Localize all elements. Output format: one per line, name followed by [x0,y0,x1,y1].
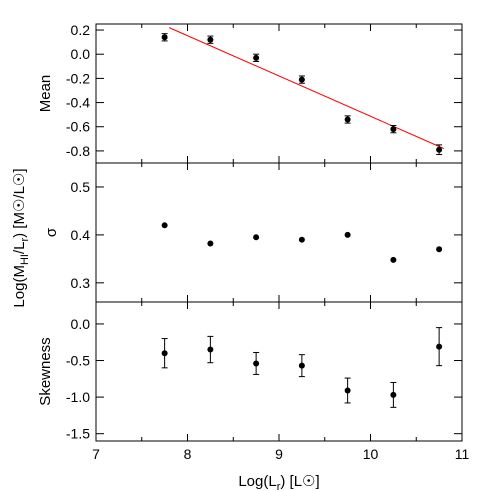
panel-top: 0.2 0.0 -0.2 -0.4 -0.6 -0.8 Mean [37,22,463,164]
panel-middle: 0.5 0.4 0.3 σ [43,162,463,303]
data-point [253,360,260,367]
panel-frame [95,301,463,442]
panel-bottom: 0.0 -0.5 -1.0 -1.57 8 9 10 11 Skewness [37,301,470,462]
y-tick-label: -0.8 [66,143,90,159]
data-point [161,350,168,357]
y-tick-label: 0.5 [71,179,91,195]
y-tick-label: 0.2 [71,22,91,38]
data-point [298,76,305,83]
data-point [390,256,397,263]
data-point [436,246,443,253]
data-point [298,362,305,369]
data-point [207,36,214,43]
y-tick-label: 0.0 [71,46,91,62]
data-point [298,236,305,243]
y-tick-label: -1.5 [66,426,90,442]
y-tick-label: -0.6 [66,119,90,135]
fit-line [168,27,444,149]
data-point [207,240,214,247]
panel-y-axis-title: Skewness [37,337,54,405]
panel-frame [95,23,463,164]
data-point [436,146,443,153]
chart-panels: 0.2 0.0 -0.2 -0.4 -0.6 -0.8 Mean 0.5 0.4 0.3 σ 0.0 -… [37,22,469,462]
y-tick-label: -0.2 [66,70,90,86]
shared-y-axis-title: Log(MHI/Lr) [M☉/L☉] [11,168,31,307]
data-point [436,343,443,350]
data-point [390,126,397,133]
x-tick-label: 10 [363,446,379,462]
x-tick-label: 8 [184,446,192,462]
x-tick-label: 11 [455,446,470,462]
x-tick-label: 7 [92,446,100,462]
x-axis-title: Log(Lr) [L☉] [238,473,319,491]
data-point [253,54,260,61]
data-point [207,346,214,353]
panel-y-axis-title: Mean [37,75,54,113]
panel-y-axis-title: σ [43,227,60,237]
x-tick-label: 9 [275,446,283,462]
data-point [344,231,351,238]
data-point [344,116,351,123]
y-tick-label: 0.4 [71,227,91,243]
data-point [390,391,397,398]
panel-frame [95,162,463,303]
data-point [161,34,168,41]
data-point [253,234,260,241]
y-tick-label: 0.3 [71,275,91,291]
data-point [344,387,351,394]
y-tick-label: 0.0 [71,316,91,332]
y-tick-label: -0.4 [66,95,90,111]
y-tick-label: -0.5 [66,353,90,369]
data-point [161,222,168,229]
y-tick-label: -1.0 [66,389,90,405]
